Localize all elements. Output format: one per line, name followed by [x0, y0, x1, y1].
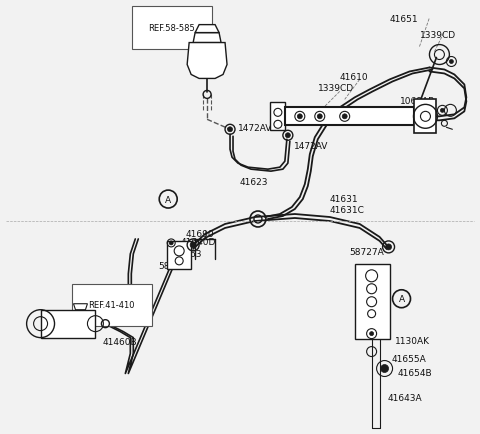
Polygon shape [41, 310, 96, 338]
Polygon shape [195, 26, 219, 33]
Text: 41643A: 41643A [387, 394, 422, 402]
Polygon shape [415, 100, 436, 134]
Polygon shape [355, 264, 390, 339]
Text: 1472AV: 1472AV [238, 124, 272, 132]
Circle shape [385, 244, 392, 250]
Circle shape [449, 60, 454, 64]
Text: 1339CD: 1339CD [420, 30, 456, 39]
Circle shape [342, 115, 347, 119]
Text: REF.58-585: REF.58-585 [148, 24, 195, 33]
Text: A: A [398, 295, 405, 303]
Circle shape [317, 115, 322, 119]
Text: 41463: 41463 [173, 249, 202, 258]
Text: REF.41-410: REF.41-410 [88, 300, 135, 309]
Text: 58727A: 58727A [350, 247, 384, 256]
Text: 1068AB: 1068AB [399, 97, 435, 106]
Text: 58727: 58727 [158, 261, 187, 270]
Polygon shape [285, 108, 415, 126]
Text: 41631: 41631 [330, 194, 359, 204]
Text: A: A [165, 195, 171, 204]
Text: 41460B: 41460B [102, 337, 137, 346]
Text: 1339CD: 1339CD [318, 84, 354, 93]
Polygon shape [270, 103, 285, 131]
Circle shape [441, 109, 444, 113]
Circle shape [381, 365, 389, 373]
Text: 41631C: 41631C [330, 206, 365, 214]
Text: 41651: 41651 [390, 15, 418, 23]
Text: 1130AK: 1130AK [395, 336, 430, 345]
Circle shape [286, 134, 290, 138]
Text: 41623: 41623 [240, 178, 268, 187]
Text: 43779A: 43779A [403, 108, 437, 117]
Polygon shape [73, 304, 87, 310]
Text: 1472AV: 1472AV [294, 142, 328, 151]
Text: 41640D: 41640D [180, 237, 216, 247]
Circle shape [190, 242, 196, 248]
Polygon shape [167, 241, 191, 269]
Circle shape [297, 115, 302, 119]
Polygon shape [193, 33, 221, 43]
Text: 41690: 41690 [185, 230, 214, 238]
Circle shape [228, 128, 232, 132]
Text: 41610: 41610 [340, 73, 368, 82]
Text: 41655A: 41655A [392, 354, 426, 363]
Circle shape [370, 332, 373, 336]
Circle shape [169, 241, 173, 245]
Text: 41654B: 41654B [397, 368, 432, 377]
Polygon shape [187, 43, 227, 79]
